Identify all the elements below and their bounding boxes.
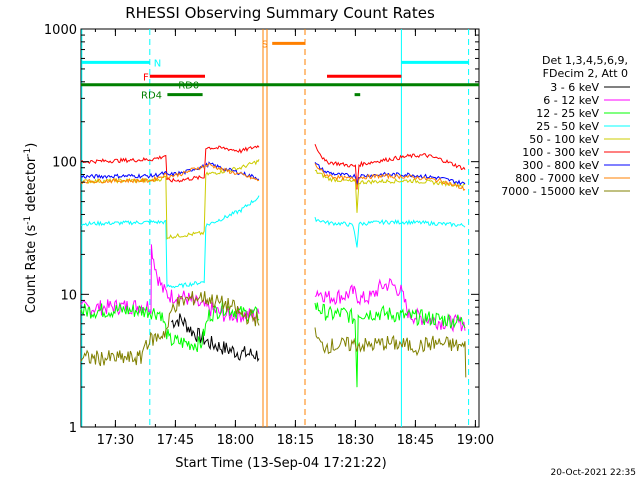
x-tick-label-2: 18:00	[217, 433, 254, 448]
x-tick-label-3: 18:15	[277, 433, 314, 448]
series-0	[171, 313, 260, 363]
legend-label-6: 300 - 800 keV	[522, 159, 599, 172]
legend-label-4: 50 - 100 keV	[529, 133, 599, 146]
series-1-segment-0	[80, 244, 260, 323]
legend-header-0: Det 1,3,4,5,6,9,	[542, 54, 628, 67]
series-2	[80, 300, 466, 388]
x-tick-label-5: 18:45	[397, 433, 434, 448]
x-axis-label: Start Time (13-Sep-04 17:21:22)	[175, 456, 386, 471]
flag-bars: N S F RD0 RD4	[81, 39, 479, 102]
series-6-segment-0	[80, 161, 260, 181]
y-label-mid: detector	[24, 156, 39, 216]
x-tick-label-6: 19:00	[457, 433, 494, 448]
series-5	[80, 144, 466, 190]
series-8-segment-1	[314, 327, 467, 378]
legend-label-7: 800 - 7000 keV	[515, 172, 599, 185]
series-lines	[80, 144, 467, 388]
axes-ticks: 17:30 17:45 18:00 18:15 18:30 18:45 19:00 1 10 10…	[44, 23, 494, 448]
x-tick-label-4: 18:30	[337, 433, 374, 448]
series-3-segment-0	[80, 195, 260, 289]
legend-label-5: 100 - 300 keV	[522, 146, 599, 159]
series-3-segment-1	[314, 216, 466, 248]
legend-label-1: 6 - 12 keV	[543, 94, 599, 107]
series-7-segment-1	[314, 163, 466, 192]
series-1	[80, 244, 466, 333]
series-5-segment-1	[314, 144, 466, 190]
y-tick-label-0: 1	[69, 421, 77, 436]
y-label-sup-1: -1	[23, 216, 33, 225]
footer-date: 20-Oct-2021 22:35	[551, 468, 636, 478]
legend-label-0: 3 - 6 keV	[550, 81, 599, 94]
series-8	[80, 291, 467, 378]
y-label-end: )	[24, 143, 39, 148]
flag-label-0: N	[154, 58, 161, 69]
series-2-segment-1	[314, 302, 466, 388]
flag-label-2: F	[143, 72, 149, 83]
series-3	[80, 195, 466, 289]
series-7	[80, 162, 466, 192]
flag-label-3: RD0	[178, 81, 199, 92]
x-tick-label-1: 17:45	[157, 433, 194, 448]
legend-header-1: FDecim 2, Att 0	[543, 67, 628, 80]
y-tick-label-1: 10	[60, 288, 77, 303]
legend-label-8: 7000 - 15000 keV	[501, 185, 599, 198]
series-1-segment-1	[314, 277, 466, 333]
plot-area	[80, 28, 480, 428]
y-label-sup-2: -1	[23, 148, 33, 157]
series-5-segment-0	[80, 144, 260, 183]
y-tick-label-3: 1000	[44, 23, 77, 38]
y-axis-label: Count Rate (s-1 detector-1)	[23, 143, 39, 314]
series-7-segment-0	[80, 162, 260, 185]
y-label-main: Count Rate (s	[24, 225, 39, 314]
legend: Det 1,3,4,5,6,9,FDecim 2, Att 03 - 6 keV…	[501, 54, 630, 198]
y-tick-label-2: 100	[52, 156, 77, 171]
series-8-segment-0	[80, 291, 260, 367]
flag-label-4: RD4	[141, 91, 162, 102]
flag-label-1: S	[262, 39, 268, 50]
chart-title: RHESSI Observing Summary Count Rates	[125, 4, 435, 22]
legend-label-2: 12 - 25 keV	[536, 107, 599, 120]
series-2-segment-0	[80, 300, 260, 353]
series-0-segment-0	[171, 313, 260, 363]
x-tick-label-0: 17:30	[97, 433, 134, 448]
legend-label-3: 25 - 50 keV	[536, 120, 599, 133]
series-4-segment-1	[314, 169, 466, 213]
